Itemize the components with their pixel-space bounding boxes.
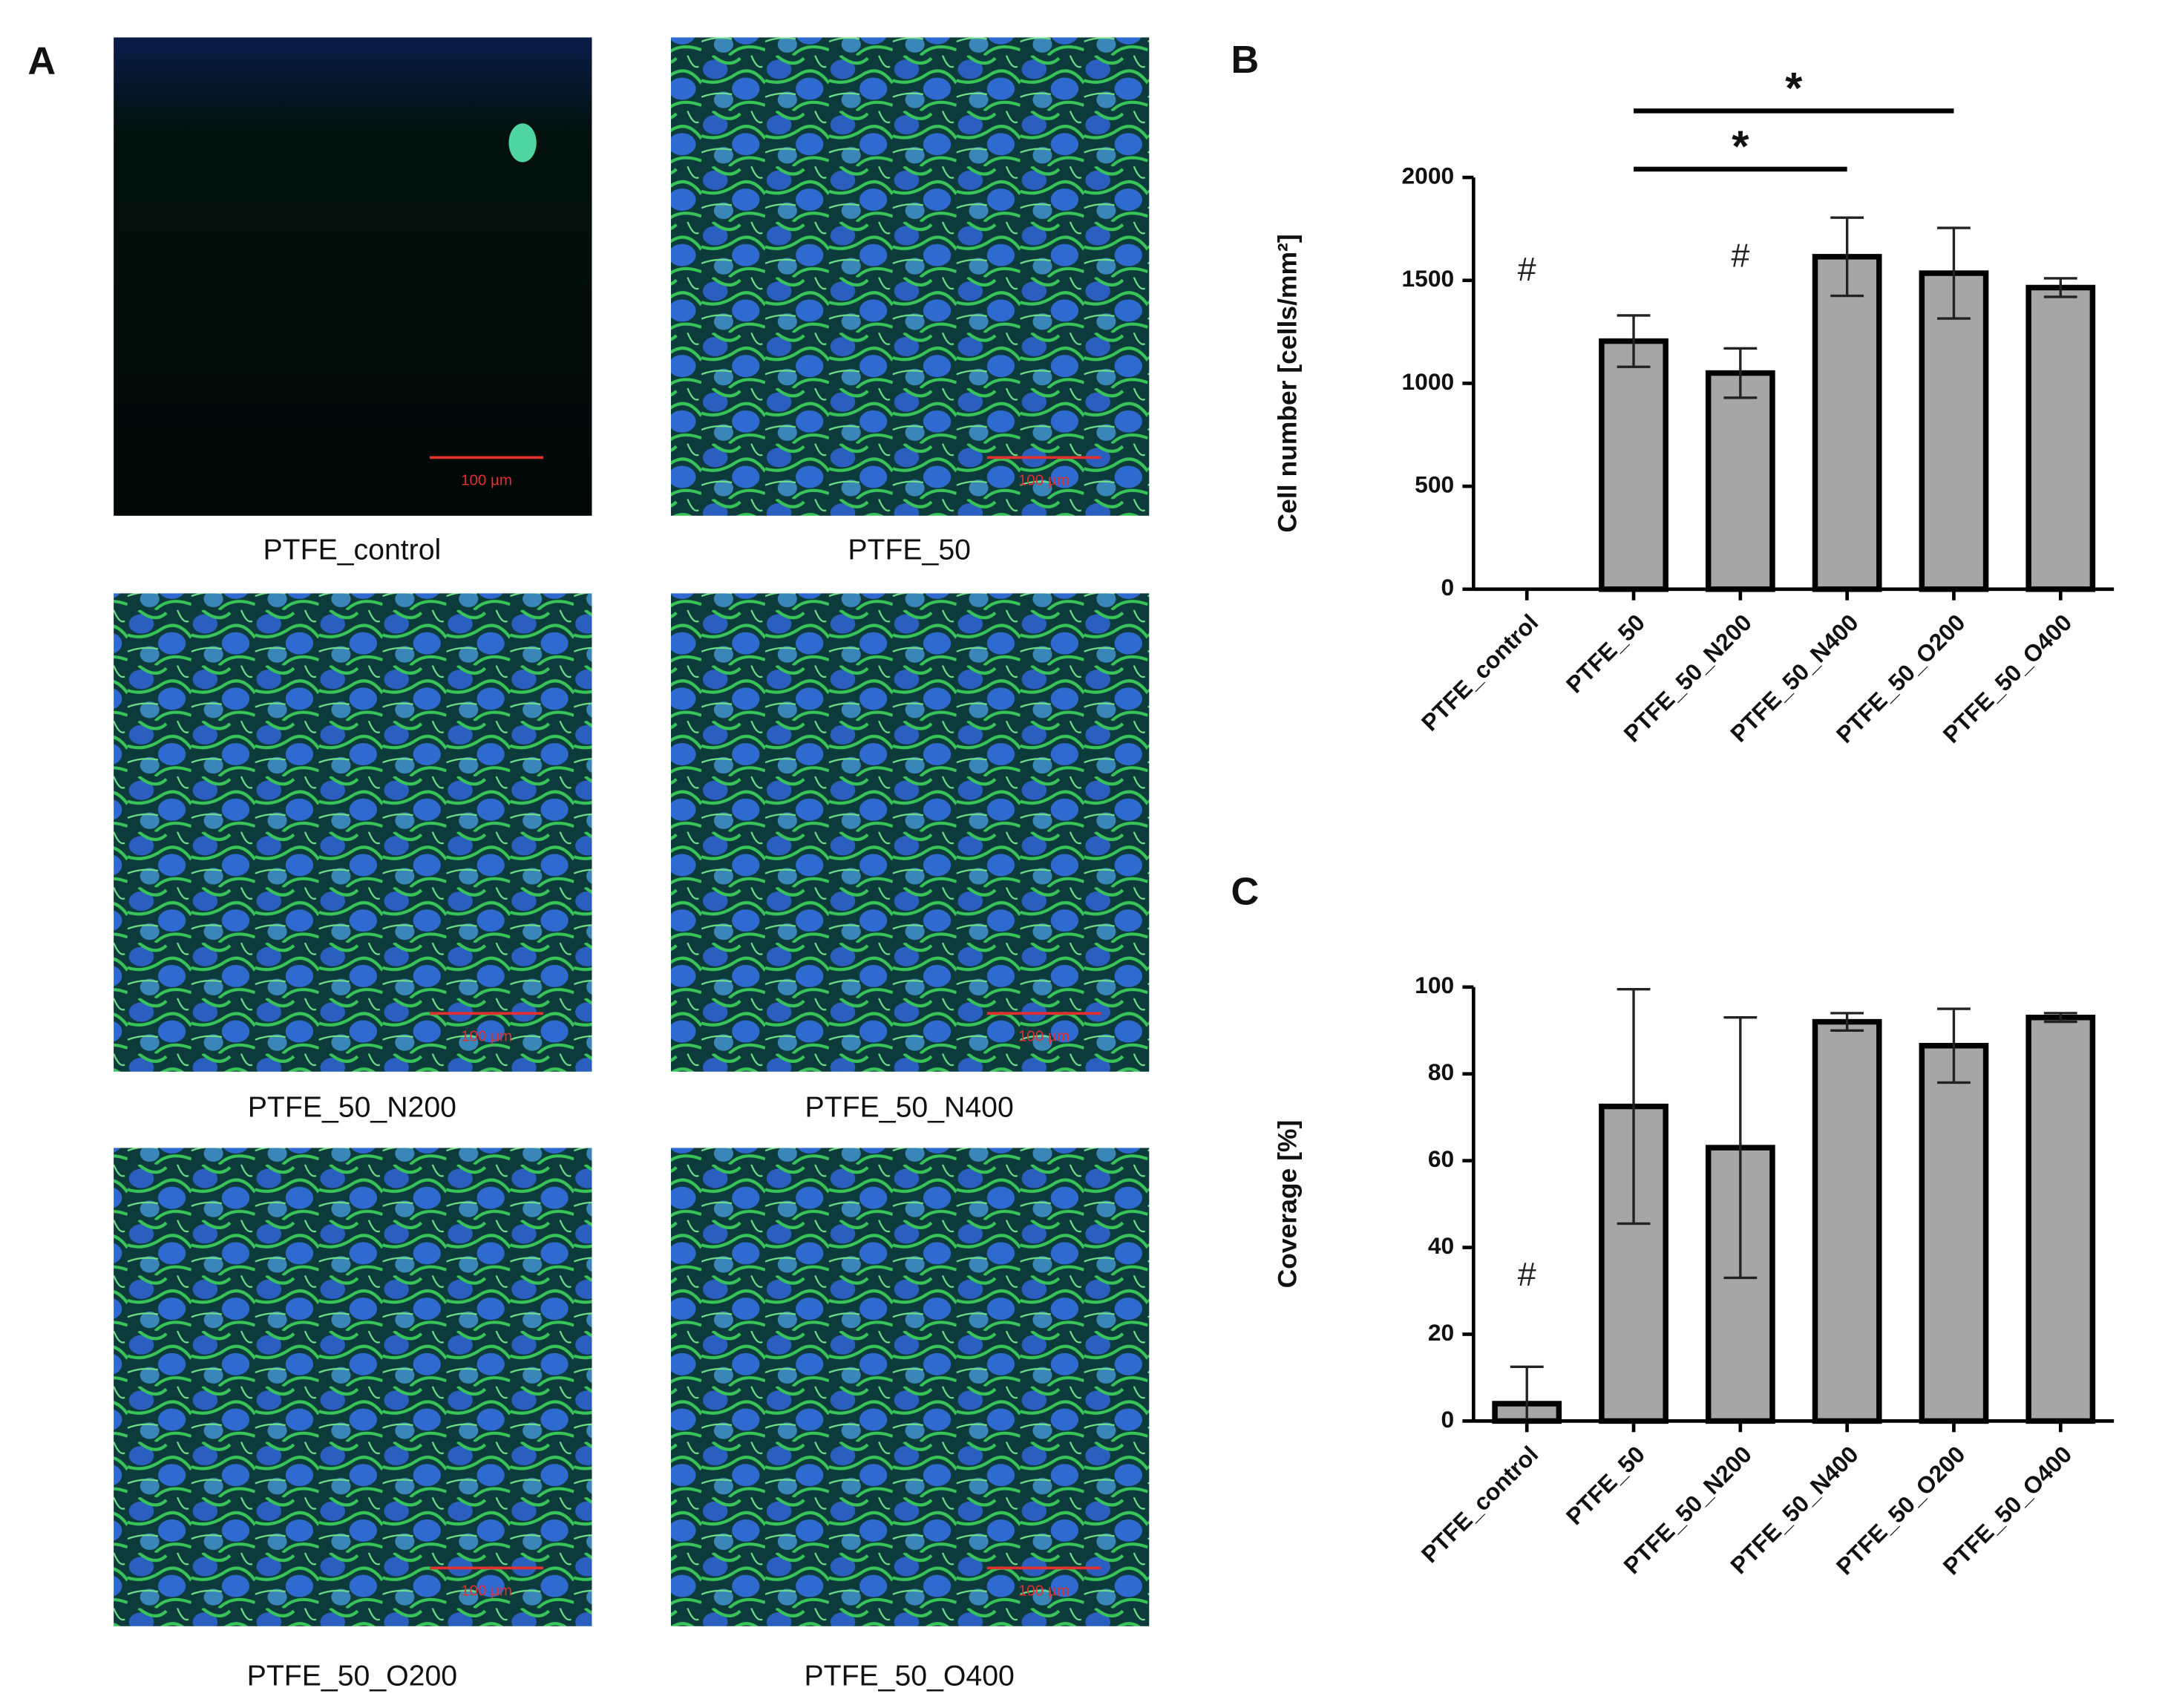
annotation: # bbox=[1518, 1256, 1536, 1293]
annotation: # bbox=[1518, 251, 1536, 288]
y-axis-label: Cell number [cells/mm²] bbox=[1272, 234, 1302, 532]
image-caption: PTFE_50_N400 bbox=[805, 1091, 1014, 1124]
scale-bar-label: 100 µm bbox=[461, 472, 512, 489]
bar bbox=[1812, 1018, 1882, 1424]
x-tick-label: PTFE_50 bbox=[1561, 609, 1650, 698]
y-tick-label: 0 bbox=[1441, 574, 1454, 601]
cell-cluster bbox=[508, 123, 537, 163]
x-tick-label: PTFE_control bbox=[1416, 1441, 1543, 1568]
y-axis-label: Coverage [%] bbox=[1272, 1120, 1302, 1289]
bar bbox=[1705, 370, 1775, 592]
error-bar bbox=[1510, 1365, 1544, 1421]
image-caption: PTFE_50_O400 bbox=[804, 1659, 1014, 1692]
bar bbox=[2025, 284, 2096, 592]
y-tick-label: 0 bbox=[1441, 1406, 1454, 1433]
micrograph bbox=[670, 1148, 1150, 1626]
x-tick-label: PTFE_control bbox=[1416, 609, 1543, 736]
scale-bar-label: 100 µm bbox=[1018, 1027, 1070, 1044]
bar bbox=[1599, 338, 1668, 592]
micrograph bbox=[114, 1148, 592, 1626]
significance-mark: * bbox=[1732, 121, 1749, 171]
image-caption: PTFE_50 bbox=[848, 534, 971, 566]
y-tick-label: 40 bbox=[1428, 1232, 1454, 1259]
significance-mark: * bbox=[1785, 63, 1803, 113]
error-bar bbox=[1830, 1012, 1864, 1032]
error-bar bbox=[1723, 1016, 1758, 1280]
bar bbox=[1919, 1042, 1989, 1424]
y-tick-label: 1500 bbox=[1402, 265, 1455, 292]
y-tick-label: 500 bbox=[1415, 471, 1454, 497]
panel-label: A bbox=[27, 40, 56, 83]
y-tick-label: 20 bbox=[1428, 1319, 1454, 1346]
y-tick-label: 100 bbox=[1415, 972, 1454, 998]
scale-bar-label: 100 µm bbox=[461, 1583, 512, 1600]
x-tick-label: PTFE_50 bbox=[1561, 1441, 1650, 1530]
error-bar bbox=[1617, 988, 1651, 1226]
micrograph bbox=[670, 593, 1150, 1072]
error-bar bbox=[1937, 1007, 1971, 1084]
error-bar bbox=[1937, 226, 1971, 320]
y-tick-label: 2000 bbox=[1402, 162, 1455, 189]
scale-bar-label: 100 µm bbox=[461, 1027, 512, 1044]
scale-bar-label: 100 µm bbox=[1018, 1583, 1070, 1600]
error-bar bbox=[1617, 314, 1651, 368]
error-bar bbox=[2043, 1012, 2077, 1024]
y-tick-label: 80 bbox=[1428, 1058, 1454, 1085]
error-bar bbox=[2043, 277, 2077, 298]
bar bbox=[1812, 254, 1882, 592]
micrograph bbox=[114, 37, 592, 516]
panel-label: B bbox=[1231, 39, 1259, 82]
scale-bar-label: 100 µm bbox=[1018, 472, 1070, 489]
micrograph bbox=[114, 593, 592, 1072]
panel-label: C bbox=[1231, 870, 1259, 913]
error-bar bbox=[1830, 216, 1864, 298]
image-caption: PTFE_control bbox=[263, 534, 442, 566]
bar bbox=[2025, 1014, 2096, 1424]
error-bar bbox=[1723, 347, 1758, 399]
y-tick-label: 1000 bbox=[1402, 368, 1455, 395]
image-caption: PTFE_50_N200 bbox=[248, 1091, 456, 1124]
micrograph bbox=[670, 37, 1150, 516]
image-caption: PTFE_50_O200 bbox=[247, 1659, 457, 1692]
y-tick-label: 60 bbox=[1428, 1145, 1454, 1172]
annotation: # bbox=[1731, 238, 1749, 275]
bar bbox=[1919, 270, 1989, 592]
